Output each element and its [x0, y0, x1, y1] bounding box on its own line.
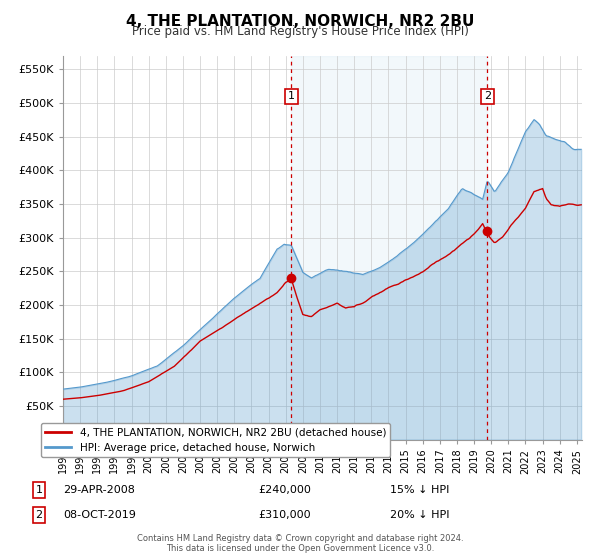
Text: 2: 2 — [35, 510, 43, 520]
Legend: 4, THE PLANTATION, NORWICH, NR2 2BU (detached house), HPI: Average price, detach: 4, THE PLANTATION, NORWICH, NR2 2BU (det… — [41, 423, 391, 457]
Text: 08-OCT-2019: 08-OCT-2019 — [63, 510, 136, 520]
Text: 4, THE PLANTATION, NORWICH, NR2 2BU: 4, THE PLANTATION, NORWICH, NR2 2BU — [126, 14, 474, 29]
Text: £240,000: £240,000 — [258, 485, 311, 495]
Text: 15% ↓ HPI: 15% ↓ HPI — [390, 485, 449, 495]
Text: 29-APR-2008: 29-APR-2008 — [63, 485, 135, 495]
Text: £310,000: £310,000 — [258, 510, 311, 520]
Text: 2: 2 — [484, 91, 491, 101]
Text: Price paid vs. HM Land Registry's House Price Index (HPI): Price paid vs. HM Land Registry's House … — [131, 25, 469, 38]
Bar — [292, 56, 487, 440]
Text: This data is licensed under the Open Government Licence v3.0.: This data is licensed under the Open Gov… — [166, 544, 434, 553]
Text: 20% ↓ HPI: 20% ↓ HPI — [390, 510, 449, 520]
Text: 1: 1 — [35, 485, 43, 495]
Text: 1: 1 — [288, 91, 295, 101]
Text: Contains HM Land Registry data © Crown copyright and database right 2024.: Contains HM Land Registry data © Crown c… — [137, 534, 463, 543]
